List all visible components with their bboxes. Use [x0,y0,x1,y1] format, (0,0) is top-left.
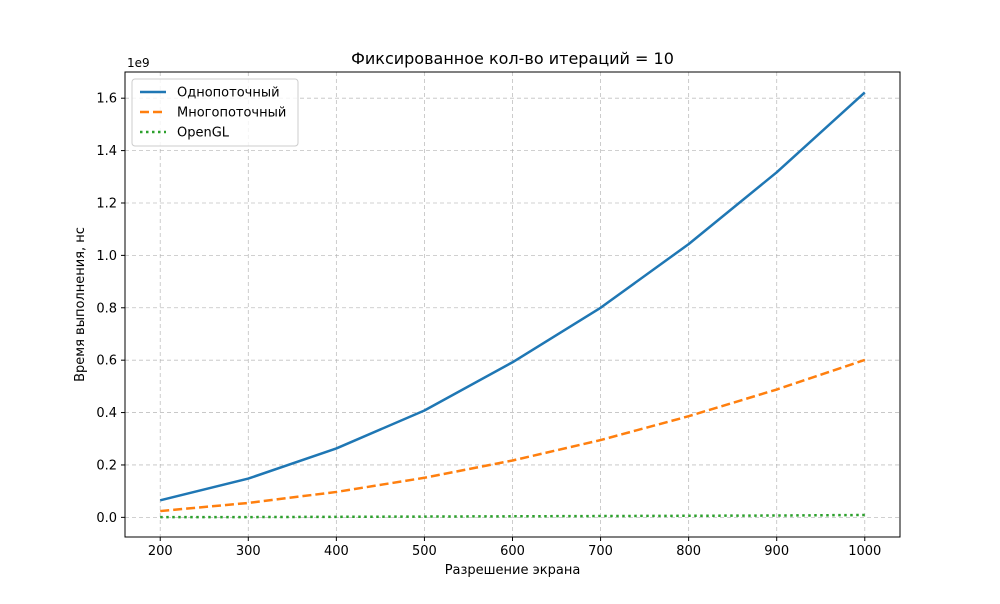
x-tick-label: 700 [588,544,613,559]
y-offset-label: 1e9 [127,56,150,70]
x-tick-label: 200 [148,544,173,559]
tick-layer: 200 300 400 500 600 700 800 900 1000 0.0 0.2 0.4 0.6… [96,92,881,559]
series-line-multi-thread [160,358,866,513]
series-layer [159,91,866,519]
y-tick-label: 0.6 [96,354,117,369]
x-tick-label: 400 [324,544,349,559]
x-tick-label: 300 [236,544,261,559]
chart-title: Фиксированное кол-во итераций = 10 [351,49,674,68]
x-tick-label: 800 [676,544,701,559]
y-tick-label: 0.0 [96,511,117,526]
y-tick-label: 1.0 [96,249,117,264]
legend: Однопоточный Многопоточный OpenGL [131,78,299,147]
y-tick-label: 0.2 [96,458,117,473]
x-tick-label: 500 [412,544,437,559]
y-tick-label: 0.8 [96,301,117,316]
y-axis-label: Время выполнения, нс [73,227,88,382]
x-tick-label: 600 [500,544,525,559]
legend-label-single-thread: Однопоточный [177,86,280,101]
x-tick-label: 900 [764,544,789,559]
legend-label-opengl: OpenGL [177,126,230,141]
legend-box [131,78,299,147]
legend-label-multi-thread: Многопоточный [177,106,286,121]
grid-layer [125,72,900,537]
y-tick-label: 1.2 [96,196,117,211]
y-tick-label: 1.6 [96,92,117,107]
x-tick-label: 1000 [848,544,881,559]
y-tick-label: 1.4 [96,144,117,159]
y-tick-label: 0.4 [96,406,117,421]
x-axis-label: Разрешение экрана [445,563,581,578]
series-line-single-thread [159,91,866,502]
